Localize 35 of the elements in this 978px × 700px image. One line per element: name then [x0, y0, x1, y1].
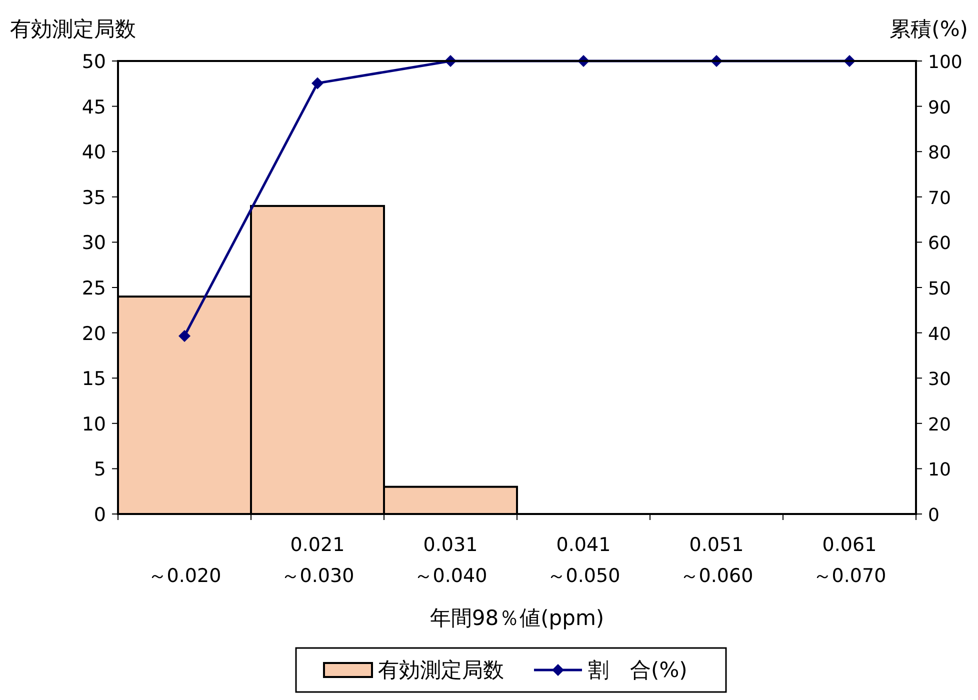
y-tick-label: 40	[82, 142, 106, 164]
y-tick-label: 5	[94, 458, 106, 481]
x-axis-title: 年間98％値(ppm)	[430, 606, 604, 630]
y2-tick-label: 90	[928, 97, 951, 118]
legend-label: 有効測定局数	[378, 658, 504, 682]
y2-tick-label: 80	[928, 142, 951, 164]
point	[312, 77, 324, 90]
y2-tick-label: 0	[928, 505, 940, 526]
x-tick-label: 0.021 ～0.030	[280, 534, 354, 587]
y-axis-title: 有効測定局数	[10, 17, 136, 41]
y2-tick-label: 60	[928, 233, 951, 254]
legend-label: 割 合(%)	[588, 658, 688, 682]
y-tick-label: 15	[82, 368, 106, 390]
y2-tick-label: 70	[928, 188, 951, 209]
y-tick-label: 0	[94, 504, 106, 526]
x-tick-label: 0.051 ～0.060	[680, 534, 754, 587]
y-tick-label: 10	[82, 413, 106, 436]
y-tick-label: 35	[82, 186, 106, 209]
y2-tick-label: 40	[928, 324, 951, 345]
y2-tick-label: 30	[928, 369, 951, 390]
y-tick-label: 50	[82, 51, 106, 73]
y-tick-label: 45	[82, 96, 106, 118]
y-tick-label: 25	[82, 278, 106, 300]
x-tick-label: 0.041 ～0.050	[546, 534, 620, 587]
x-tick-label: 0.061 ～0.070	[812, 534, 886, 587]
x-tick-label: ～0.020	[148, 565, 222, 587]
y2-tick-label: 100	[928, 52, 962, 73]
y-tick-label: 30	[82, 232, 106, 254]
point	[178, 330, 190, 342]
y2-tick-label: 10	[928, 460, 951, 481]
x-tick-label: 0.031 ～0.040	[414, 534, 488, 587]
y2-tick-label: 20	[928, 414, 951, 436]
y-tick-label: 20	[82, 322, 106, 345]
y2-axis-title: 累積(%)	[890, 17, 968, 41]
y2-tick-label: 50	[928, 278, 951, 300]
